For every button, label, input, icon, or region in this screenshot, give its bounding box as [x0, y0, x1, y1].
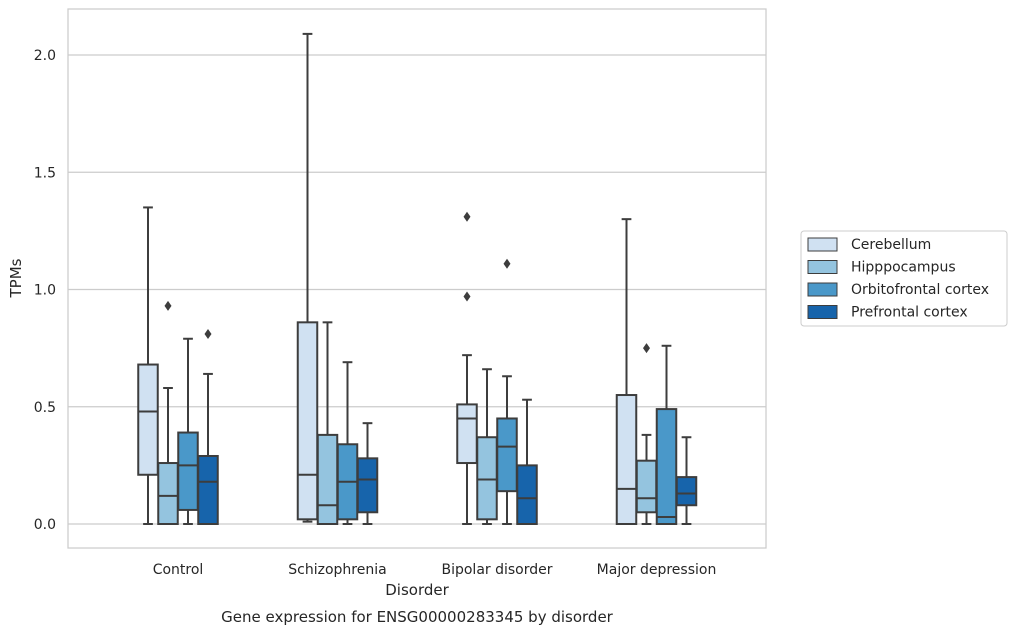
y-tick-label: 1.5 — [34, 165, 56, 181]
legend-swatch — [807, 282, 838, 297]
box-orbitofrontal-cortex — [336, 361, 359, 525]
legend: Cerebellum Hipppocampus Orbitofrontal cort… — [800, 230, 1008, 327]
box-body — [476, 436, 498, 521]
box-body — [456, 403, 478, 465]
outlier-point — [463, 291, 471, 302]
chart-caption: Gene expression for ENSG00000283345 by d… — [221, 608, 614, 626]
box-body — [655, 408, 678, 525]
box-cerebellum — [137, 206, 159, 525]
y-tick-label: 0.0 — [34, 517, 56, 533]
y-tick-labels: 0.0 0.5 1.0 1.5 2.0 — [34, 48, 56, 533]
legend-frame — [800, 230, 1008, 327]
box-body — [635, 459, 658, 514]
box-body — [177, 431, 199, 511]
legend-label: Orbitofrontal cortex — [851, 282, 989, 298]
box-orbitofrontal-cortex — [177, 337, 199, 525]
box-body — [356, 457, 379, 514]
x-tick-label: Bipolar disorder — [441, 562, 552, 578]
box-prefrontal-cortex — [516, 398, 538, 525]
outlier-point — [643, 343, 650, 354]
box-body — [316, 433, 339, 526]
box-body — [296, 321, 319, 521]
box-prefrontal-cortex — [197, 329, 219, 525]
box-body — [157, 462, 179, 525]
box-hipppocampus — [476, 368, 498, 525]
x-tick-label: Schizophrenia — [288, 562, 386, 578]
outlier-point — [503, 258, 511, 269]
box-body — [615, 394, 638, 525]
outlier-point — [164, 300, 172, 311]
box-plots — [137, 32, 698, 526]
box-cerebellum — [456, 211, 478, 525]
box-prefrontal-cortex — [356, 422, 379, 525]
outlier-point — [463, 211, 471, 222]
box-prefrontal-cortex — [675, 436, 698, 525]
box-orbitofrontal-cortex — [655, 344, 678, 525]
y-axis-title: TPMs — [7, 258, 25, 298]
box-hipppocampus — [157, 300, 179, 525]
y-tick-label: 0.5 — [34, 400, 56, 416]
box-body — [516, 464, 538, 525]
box-cerebellum — [615, 218, 638, 525]
y-tick-label: 1.0 — [34, 283, 56, 299]
legend-swatch — [807, 305, 838, 319]
box-cerebellum — [296, 32, 319, 523]
x-tick-label: Major depression — [597, 562, 717, 578]
legend-swatch — [807, 237, 838, 252]
legend-label: Cerebellum — [851, 237, 931, 253]
x-tick-label: Control — [153, 562, 204, 578]
box-orbitofrontal-cortex — [496, 258, 518, 525]
box-body — [137, 363, 159, 476]
plot-frame — [67, 8, 767, 549]
box-body — [496, 417, 518, 493]
box-body — [197, 454, 219, 525]
legend-swatch — [807, 260, 838, 274]
legend-label: Prefrontal cortex — [851, 305, 968, 321]
outlier-point — [204, 329, 212, 340]
box-hipppocampus — [316, 321, 339, 526]
y-tick-label: 2.0 — [34, 48, 56, 64]
box-hipppocampus — [635, 343, 658, 525]
x-axis-title: Disorder — [385, 581, 449, 599]
box-body — [675, 476, 698, 507]
legend-label: Hipppocampus — [851, 260, 956, 276]
x-tick-labels: Control Schizophrenia Bipolar disorder Majo… — [153, 562, 717, 578]
